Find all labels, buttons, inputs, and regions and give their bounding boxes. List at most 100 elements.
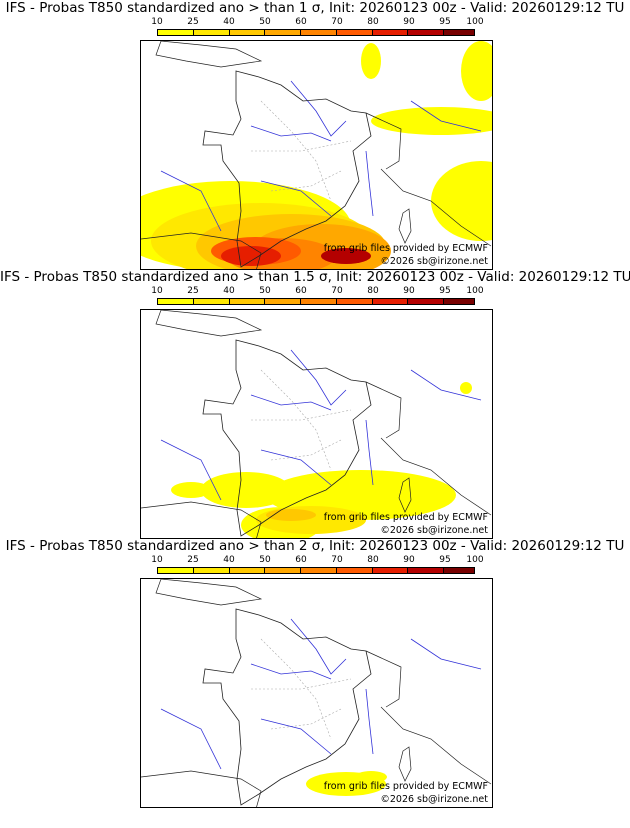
river [160,439,222,501]
colorbar-tick-label: 25 [187,17,199,27]
map-canvas [141,41,492,269]
probability-map: from grib files provided by ECMWF ©2026 … [140,40,493,270]
coastline [398,208,412,244]
river [250,663,332,680]
colorbar-tick-label: 50 [259,17,271,27]
colorbar-segment [336,299,373,304]
country-border [365,112,402,170]
river [160,170,222,232]
colorbar-tick-label: 100 [466,555,484,565]
colorbar-segment [301,30,337,35]
probability-panel: IFS - Probas T850 standardized ano > tha… [0,269,630,539]
department-boundary [270,439,342,461]
colorbar [157,567,475,574]
colorbar-ticks: 10 25 40 50 60 70 80 90 95 100 [151,17,483,28]
colorbar-tick-label: 90 [403,555,415,565]
probability-area [321,248,371,264]
colorbar-tick-label: 95 [439,17,451,27]
probability-panel: IFS - Probas T850 standardized ano > tha… [0,538,630,808]
colorbar-tick-label: 100 [466,286,484,296]
country-border [365,650,402,708]
department-boundary [260,638,332,740]
colorbar-segment [444,568,475,573]
probability-area [460,382,472,394]
credit-source: from grib files provided by ECMWF [323,781,488,792]
colorbar-tick-label: 95 [439,555,451,565]
colorbar-segment [336,30,373,35]
probability-area [355,771,387,783]
colorbar-tick-label: 50 [259,555,271,565]
colorbar-segment [372,568,409,573]
department-boundary [251,409,352,421]
probability-map: from grib files provided by ECMWF ©2026 … [140,578,493,808]
coastline [155,579,263,606]
river [365,150,374,217]
river [250,394,332,411]
colorbar-segment [158,299,194,304]
credit-copyright: ©2026 sb@irizone.net [380,525,488,536]
colorbar-segment [265,30,302,35]
river [410,369,482,401]
river [260,180,332,217]
river [250,125,332,142]
colorbar-tick-label: 80 [367,555,379,565]
colorbar-segment [301,568,337,573]
colorbar-segment [158,568,194,573]
probability-area [221,246,281,266]
colorbar-tick-label: 70 [331,286,343,296]
colorbar-segment [193,299,230,304]
panel-title: IFS - Probas T850 standardized ano > tha… [0,269,630,285]
department-boundary [251,140,352,152]
colorbar-tick-label: 10 [151,17,163,27]
colorbar-segment [444,30,475,35]
coastline [398,477,412,513]
river [290,349,347,406]
coastline [398,746,412,782]
colorbar [157,29,475,36]
colorbar-segment [372,299,409,304]
colorbar-segment [265,299,302,304]
colorbar-segment [336,568,373,573]
panel-title: IFS - Probas T850 standardized ano > tha… [5,538,625,554]
coastline [155,310,263,337]
colorbar-tick-label: 90 [403,17,415,27]
colorbar-segment [229,30,266,35]
coastline [380,706,492,785]
colorbar-segment [229,299,266,304]
colorbar-tick-label: 50 [259,286,271,296]
department-boundary [270,170,342,192]
colorbar-segment [444,299,475,304]
department-boundary [260,100,332,202]
probability-area [171,482,211,498]
probability-area [361,43,381,79]
coastline [202,339,372,537]
river [365,688,374,755]
department-boundary [270,708,342,730]
colorbar-segment [265,568,302,573]
country-border [141,232,262,269]
panel-title: IFS - Probas T850 standardized ano > tha… [5,0,625,16]
colorbar-tick-label: 60 [295,555,307,565]
colorbar-tick-label: 60 [295,286,307,296]
colorbar [157,298,475,305]
river [410,638,482,670]
colorbar-segment [301,299,337,304]
map-canvas [141,579,492,807]
credit-copyright: ©2026 sb@irizone.net [380,794,488,805]
coastline [380,437,492,516]
river [410,100,482,132]
colorbar-ticks: 10 25 40 50 60 70 80 90 95 100 [151,555,483,566]
probability-area [431,161,492,241]
credit-source: from grib files provided by ECMWF [323,512,488,523]
colorbar-tick-label: 70 [331,555,343,565]
river [160,708,222,770]
country-border [365,381,402,439]
colorbar-tick-label: 40 [223,17,235,27]
river [290,618,347,675]
river [290,80,347,137]
country-border [141,501,262,538]
colorbar-ticks: 10 25 40 50 60 70 80 90 95 100 [151,286,483,297]
colorbar-tick-label: 25 [187,286,199,296]
colorbar-tick-label: 90 [403,286,415,296]
country-border [141,770,262,807]
